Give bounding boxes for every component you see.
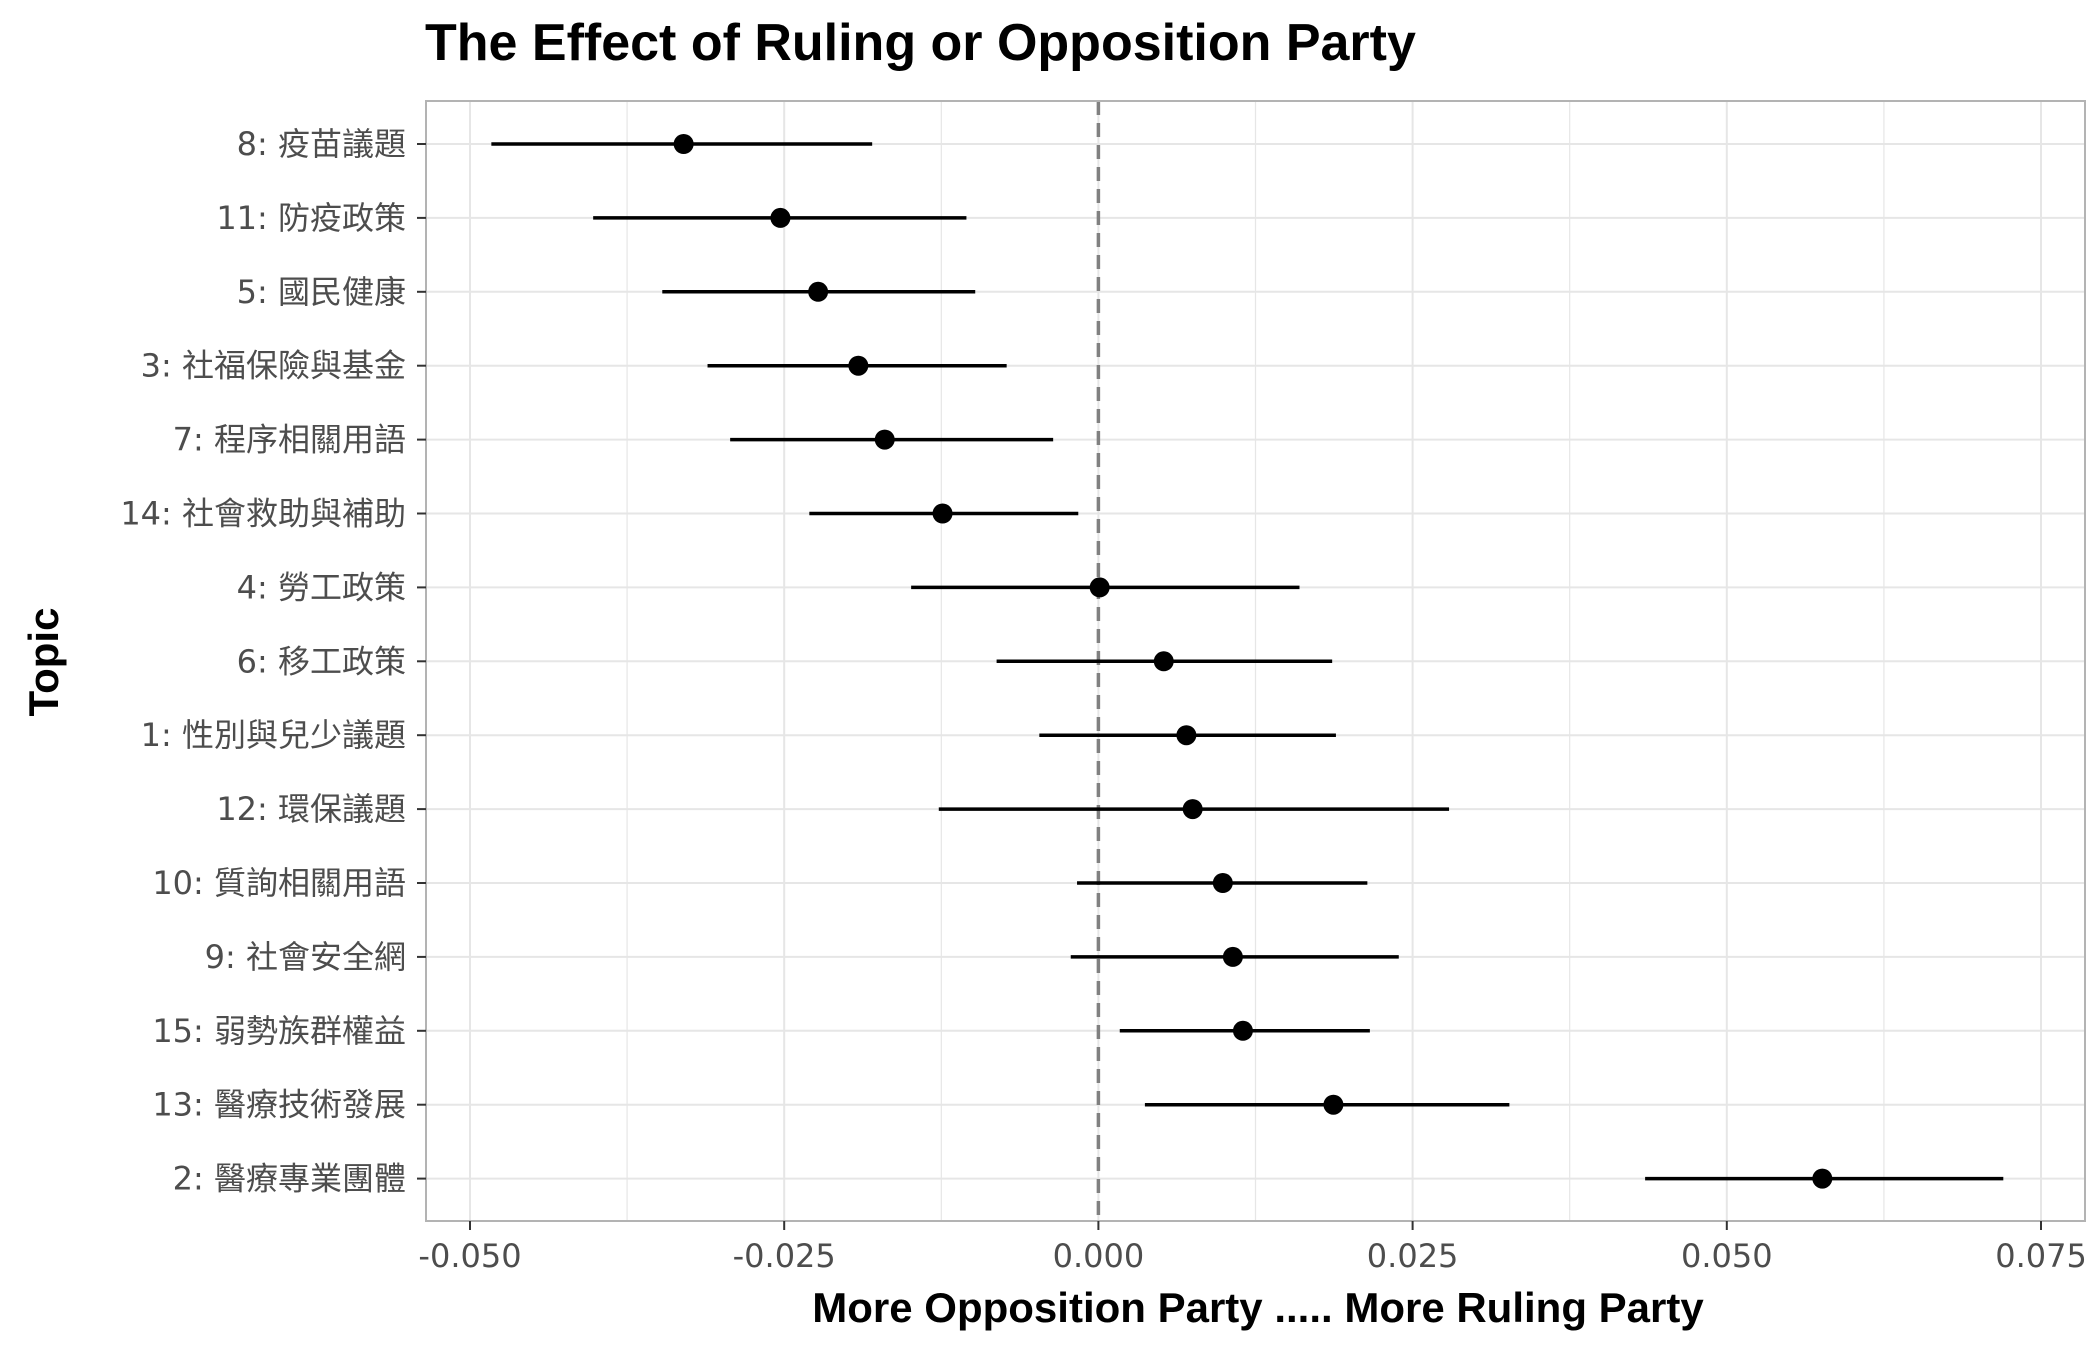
y-tick-label: 1: 性別與兒少議題 [141,716,406,754]
y-tick-label: 8: 疫苗議題 [237,125,406,163]
y-tick-label: 12: 環保議題 [216,790,406,828]
y-tick-label: 13: 醫療技術發展 [152,1086,406,1124]
estimate-point [1212,873,1233,893]
y-tick-label: 7: 程序相關用語 [173,421,406,459]
estimate-point [1323,1094,1344,1115]
y-tick-label: 11: 防疫政策 [216,199,406,237]
y-tick-label: 5: 國民健康 [237,273,406,311]
estimate-point [932,503,953,524]
estimate-point [874,429,895,450]
estimate-point [770,207,791,228]
y-tick-label: 4: 勞工政策 [237,568,406,606]
x-tick-label: 0.000 [1053,1237,1145,1275]
x-tick-label: 0.075 [1995,1237,2087,1275]
y-axis-ticks: 8: 疫苗議題 11: 防疫政策 5: 國民健康 3: 社福保險與基金 7: 程序相關用… [120,125,426,1198]
x-tick-label: 0.050 [1681,1237,1773,1275]
estimate-point [848,355,869,376]
estimate-point [1176,725,1197,746]
x-tick-label: 0.025 [1367,1237,1459,1275]
y-tick-label: 2: 醫療專業團體 [173,1160,406,1198]
y-axis-title: Topic [20,608,67,717]
estimate-point [673,134,694,154]
y-tick-label: 10: 質詢相關用語 [152,864,406,902]
estimate-point [1812,1168,1833,1189]
x-tick-label: -0.050 [418,1237,521,1275]
estimate-point [1222,946,1243,967]
estimate-point [1153,651,1174,672]
x-axis-ticks: -0.050 -0.025 0.000 0.025 0.050 0.075 [418,1221,2087,1275]
estimate-points [673,134,1833,1189]
y-tick-label: 14: 社會救助與補助 [120,495,406,533]
y-tick-label: 9: 社會安全網 [205,938,406,976]
estimate-point [1232,1020,1253,1041]
y-tick-label: 15: 弱勢族群權益 [152,1012,406,1050]
chart-title: The Effect of Ruling or Opposition Party [425,14,1416,72]
y-tick-label: 3: 社福保險與基金 [141,347,406,385]
estimate-point [808,281,829,302]
x-axis-title: More Opposition Party ..... More Ruling … [812,1284,1704,1331]
x-tick-label: -0.025 [733,1237,836,1275]
y-tick-label: 6: 移工政策 [237,642,406,680]
estimate-point [1182,799,1203,820]
estimate-point [1089,577,1110,598]
